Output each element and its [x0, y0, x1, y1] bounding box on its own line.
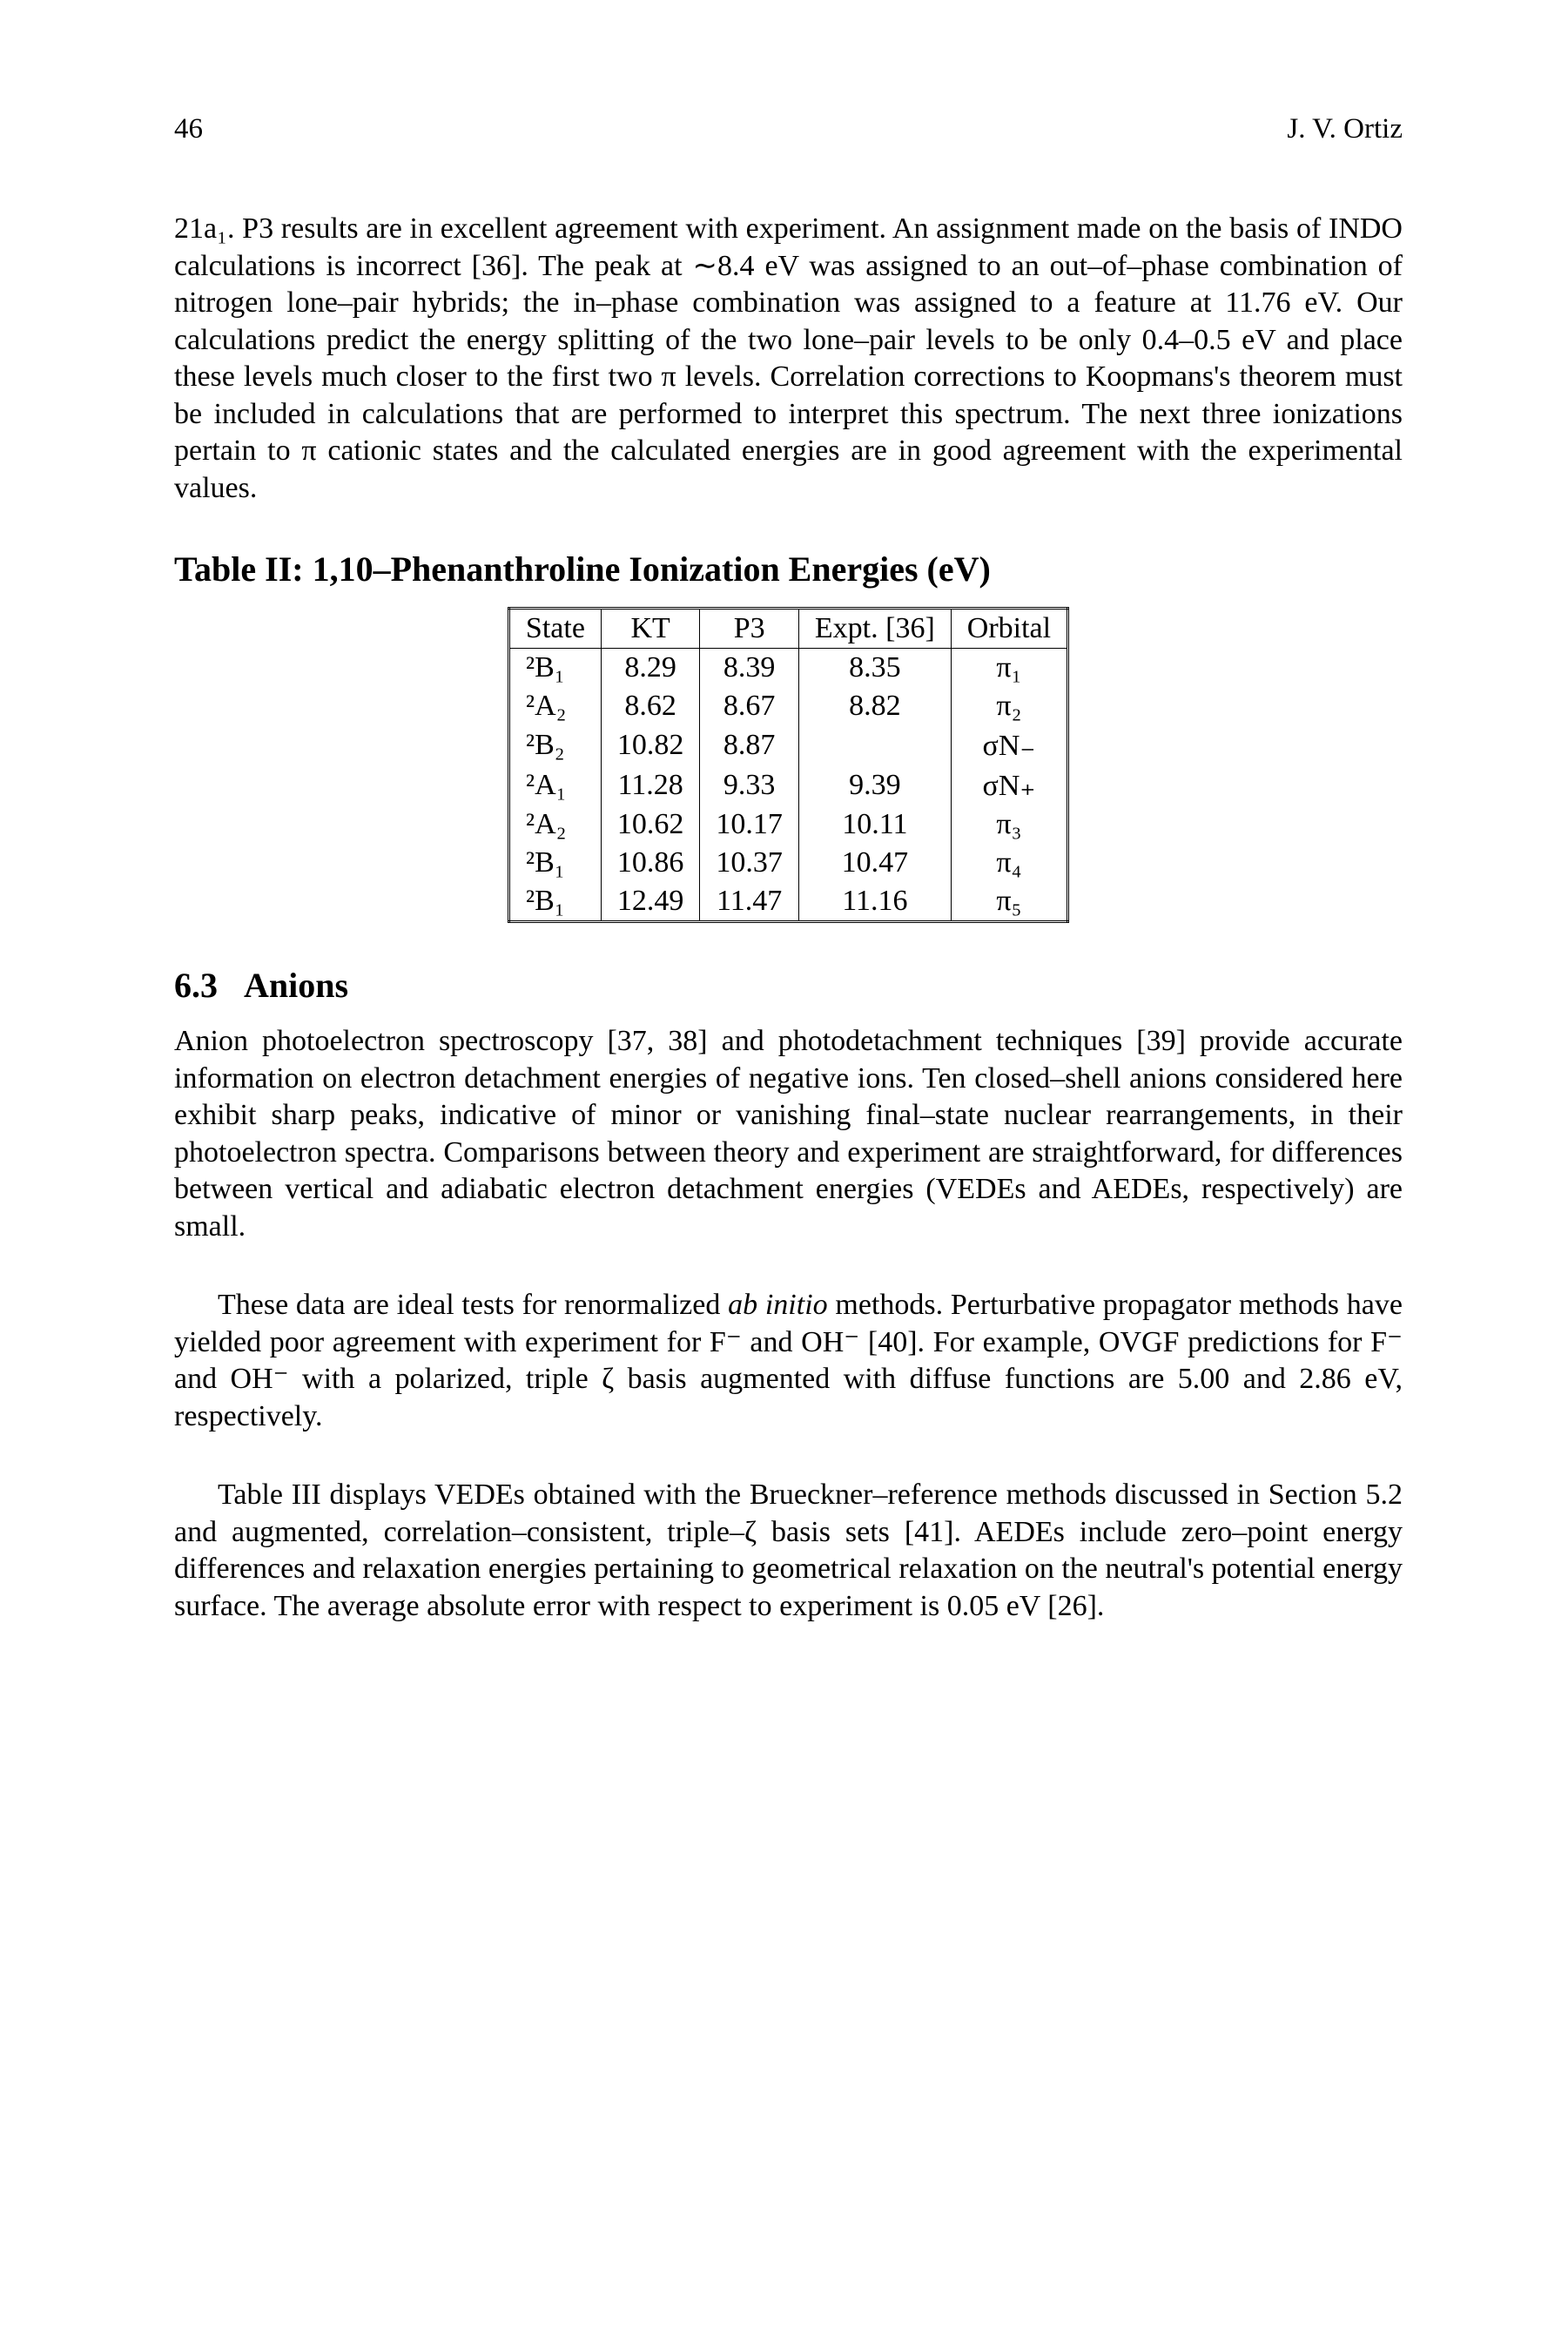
cell-orbital: π₄: [951, 844, 1067, 882]
cell-state: ²B₁: [508, 844, 601, 882]
paragraph-1: 21a₁. P3 results are in excellent agreem…: [174, 211, 1403, 507]
cell-expt: 8.82: [798, 687, 951, 725]
table-row: ²A₁11.289.339.39σN₊: [508, 765, 1067, 805]
table-row: ²B₁8.298.398.35π₁: [508, 649, 1067, 688]
cell-p3: 11.47: [700, 882, 799, 922]
col-expt: Expt. [36]: [798, 609, 951, 649]
cell-orbital: π₁: [951, 649, 1067, 688]
col-orbital: Orbital: [951, 609, 1067, 649]
cell-expt: 10.47: [798, 844, 951, 882]
cell-expt: 11.16: [798, 882, 951, 922]
page-number: 46: [174, 113, 203, 145]
section-heading: 6.3 Anions: [174, 965, 1403, 1006]
cell-kt: 8.29: [601, 649, 700, 688]
cell-kt: 10.82: [601, 725, 700, 765]
cell-state: ²A₂: [508, 687, 601, 725]
col-state: State: [508, 609, 601, 649]
cell-state: ²A₂: [508, 805, 601, 844]
cell-expt: 8.35: [798, 649, 951, 688]
table-row: ²A₂10.6210.1710.11π₃: [508, 805, 1067, 844]
cell-orbital: σN₊: [951, 765, 1067, 805]
table-row: ²B₂10.828.87 σN₋: [508, 725, 1067, 765]
cell-state: ²B₁: [508, 649, 601, 688]
cell-p3: 9.33: [700, 765, 799, 805]
cell-kt: 11.28: [601, 765, 700, 805]
cell-orbital: π₃: [951, 805, 1067, 844]
cell-state: ²A₁: [508, 765, 601, 805]
cell-expt: 10.11: [798, 805, 951, 844]
author-name: J. V. Ortiz: [1287, 113, 1403, 145]
table-header-row: State KT P3 Expt. [36] Orbital: [508, 609, 1067, 649]
cell-kt: 10.86: [601, 844, 700, 882]
page-header: 46 J. V. Ortiz: [174, 113, 1403, 145]
cell-orbital: π₂: [951, 687, 1067, 725]
cell-p3: 8.67: [700, 687, 799, 725]
p3-italic: ab initio: [728, 1289, 828, 1321]
col-p3: P3: [700, 609, 799, 649]
cell-p3: 8.87: [700, 725, 799, 765]
cell-expt: 9.39: [798, 765, 951, 805]
p3-text-1: These data are ideal tests for renormali…: [218, 1289, 728, 1321]
cell-kt: 8.62: [601, 687, 700, 725]
cell-state: ²B₂: [508, 725, 601, 765]
table-row: ²B₁10.8610.3710.47π₄: [508, 844, 1067, 882]
table-row: ²A₂8.628.678.82π₂: [508, 687, 1067, 725]
cell-expt: [798, 725, 951, 765]
paragraph-2: Anion photoelectron spectroscopy [37, 38…: [174, 1023, 1403, 1245]
section-number: 6.3: [174, 966, 218, 1005]
section-title: Anions: [244, 966, 348, 1005]
cell-kt: 12.49: [601, 882, 700, 922]
cell-kt: 10.62: [601, 805, 700, 844]
table-body: ²B₁8.298.398.35π₁²A₂8.628.678.82π₂²B₂10.…: [508, 649, 1067, 922]
col-kt: KT: [601, 609, 700, 649]
cell-state: ²B₁: [508, 882, 601, 922]
cell-orbital: π₅: [951, 882, 1067, 922]
cell-p3: 10.17: [700, 805, 799, 844]
cell-orbital: σN₋: [951, 725, 1067, 765]
cell-p3: 10.37: [700, 844, 799, 882]
cell-p3: 8.39: [700, 649, 799, 688]
table-title: Table II: 1,10–Phenanthroline Ionization…: [174, 549, 1403, 589]
paragraph-4: Table III displays VEDEs obtained with t…: [174, 1477, 1403, 1625]
table-row: ²B₁12.4911.4711.16π₅: [508, 882, 1067, 922]
ionization-table: State KT P3 Expt. [36] Orbital ²B₁8.298.…: [508, 607, 1069, 923]
paragraph-3: These data are ideal tests for renormali…: [174, 1287, 1403, 1435]
